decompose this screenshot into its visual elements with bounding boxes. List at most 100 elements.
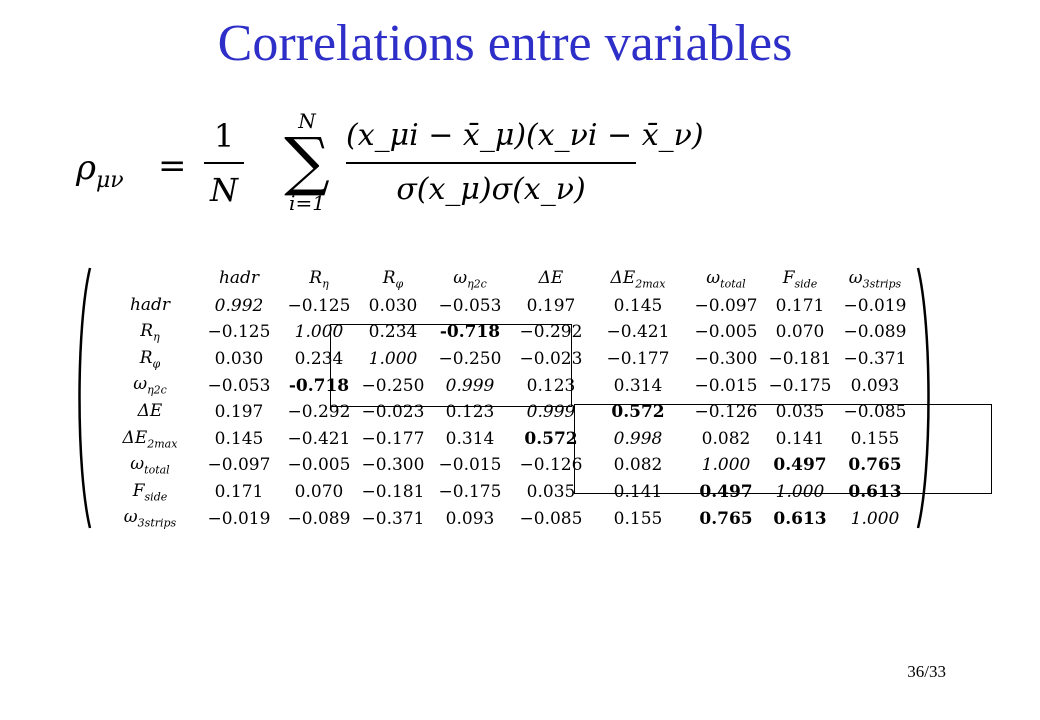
matrix-cell: 0.093 xyxy=(850,375,900,396)
left-parenthesis xyxy=(74,266,92,530)
matrix-cell: −0.177 xyxy=(606,349,670,370)
matrix-cell: −0.250 xyxy=(361,375,425,396)
formula-lhs: ρμν xyxy=(76,148,124,193)
formula-sum: N ∑ i=1 xyxy=(284,109,330,215)
matrix-cell: −0.019 xyxy=(843,295,907,316)
matrix-cell: 0.765 xyxy=(848,455,902,476)
row-label: Fside xyxy=(132,480,168,504)
matrix-cell: −0.019 xyxy=(207,508,271,529)
row-label: ω3strips xyxy=(123,507,177,530)
matrix-cell: 0.999 xyxy=(526,402,576,423)
matrix-cell: −0.015 xyxy=(438,455,502,476)
matrix-cell: −0.181 xyxy=(361,482,425,503)
matrix-cell: 0.497 xyxy=(773,455,827,476)
matrix-row: Rφ 0.030 0.234 1.000 −0.250 −0.023 −0.177 −0.30… xyxy=(102,346,916,373)
matrix-row: ω3strips −0.019 −0.089 −0.371 0.093 −0.085 0.1… xyxy=(102,505,916,532)
matrix-cell: 0.572 xyxy=(611,402,665,423)
column-header: Rφ xyxy=(382,268,404,291)
right-parenthesis xyxy=(916,266,934,530)
matrix-row: Rη −0.125 1.000 0.234 -0.718 −0.292 −0.421 −0.0… xyxy=(102,319,916,346)
matrix-cell: 0.171 xyxy=(214,482,264,503)
matrix-cell: 1.000 xyxy=(701,455,751,476)
matrix-cell: 0.123 xyxy=(526,375,576,396)
matrix-cell: 0.141 xyxy=(775,428,825,449)
matrix-cell: −0.089 xyxy=(843,322,907,343)
matrix-cell: −0.085 xyxy=(843,402,907,423)
matrix-cell: 0.171 xyxy=(775,295,825,316)
slide-title: Correlations entre variables xyxy=(217,15,793,72)
formula-denominator: σ(x_μ)σ(x_ν) xyxy=(396,172,586,207)
matrix-row: hadr 0.992 −0.125 0.030 −0.053 0.197 0.145 −0.0… xyxy=(102,293,916,320)
matrix-cell: −0.005 xyxy=(287,455,351,476)
matrix-cell: −0.023 xyxy=(361,402,425,423)
correlation-matrix: hadr Rη Rφ ωη2c ΔE ΔE2max ωtotal Fside ω3strips … xyxy=(74,266,992,532)
block-box-upper xyxy=(330,324,572,407)
formula-one-over-n: 1 N xyxy=(204,116,244,210)
column-header: ΔE xyxy=(538,268,564,289)
column-header: Rη xyxy=(309,268,329,291)
row-label: ΔE2max xyxy=(122,427,178,451)
matrix-cell: −0.023 xyxy=(519,349,583,370)
matrix-cell: 0.093 xyxy=(445,508,495,529)
matrix-cell: 0.123 xyxy=(445,402,495,423)
matrix-cell: −0.175 xyxy=(768,375,832,396)
matrix-cell: 0.497 xyxy=(699,482,753,503)
matrix-cell: 0.613 xyxy=(773,508,827,529)
matrix-cell: 0.070 xyxy=(775,322,825,343)
matrix-cell: 1.000 xyxy=(368,349,418,370)
matrix-cell: 0.314 xyxy=(445,428,495,449)
matrix-cell: 0.155 xyxy=(613,508,663,529)
matrix-cell: 0.992 xyxy=(214,295,264,316)
matrix-cell: 0.145 xyxy=(613,295,663,316)
column-header: ωtotal xyxy=(706,268,746,291)
matrix-cell: −0.181 xyxy=(768,349,832,370)
formula-fraction: (x_μi − x̄_μ)(x_νi − x̄_ν) σ(x_μ)σ(x_ν) xyxy=(346,116,704,210)
matrix-cell: 0.030 xyxy=(368,295,418,316)
matrix-cell: 0.314 xyxy=(613,375,663,396)
row-label: Rφ xyxy=(139,347,161,371)
matrix-cell: 0.197 xyxy=(526,295,576,316)
matrix-cell: −0.421 xyxy=(606,322,670,343)
matrix-cell: −0.421 xyxy=(287,428,351,449)
matrix-cell: −0.250 xyxy=(438,349,502,370)
matrix-cell: −0.053 xyxy=(207,375,271,396)
matrix-cell: −0.300 xyxy=(361,455,425,476)
matrix-cell: −0.175 xyxy=(438,482,502,503)
matrix-cell: 0.145 xyxy=(214,428,264,449)
matrix-cell: −0.125 xyxy=(207,322,271,343)
column-header: ω3strips xyxy=(848,268,902,291)
matrix-cell: −0.126 xyxy=(694,402,758,423)
matrix-cell: −0.300 xyxy=(694,349,758,370)
matrix-corner xyxy=(102,266,198,293)
matrix-cell: −0.371 xyxy=(361,508,425,529)
matrix-cell: 0.030 xyxy=(214,349,264,370)
matrix-cell: −0.085 xyxy=(519,508,583,529)
matrix-cell: 0.998 xyxy=(613,428,663,449)
matrix-cell: 0.082 xyxy=(701,428,751,449)
matrix-cell: 0.070 xyxy=(294,482,344,503)
matrix-cell: −0.126 xyxy=(519,455,583,476)
row-label: ΔE xyxy=(137,401,163,422)
matrix-cell: −0.371 xyxy=(843,349,907,370)
block-box-lower xyxy=(574,404,992,494)
matrix-cell: 0.035 xyxy=(775,402,825,423)
matrix-row: ΔE2max 0.145 −0.421 −0.177 0.314 0.572 0.998 0.… xyxy=(102,426,916,453)
matrix-cell: 0.155 xyxy=(850,428,900,449)
matrix-cell: 0.035 xyxy=(526,482,576,503)
matrix-cell: 1.000 xyxy=(850,508,900,529)
matrix-cell: 1.000 xyxy=(775,482,825,503)
row-label: ωη2c xyxy=(133,374,167,397)
matrix-cell: −0.015 xyxy=(694,375,758,396)
matrix-cell: −0.125 xyxy=(287,295,351,316)
matrix-cell: 0.999 xyxy=(445,375,495,396)
row-label: Rη xyxy=(140,321,160,344)
matrix-cell: -0.718 xyxy=(288,375,350,396)
matrix-cell: 0.572 xyxy=(524,428,578,449)
matrix-cell: −0.089 xyxy=(287,508,351,529)
column-header: ΔE2max xyxy=(610,268,666,291)
matrix-cell: 0.197 xyxy=(214,402,264,423)
matrix-cell: 0.234 xyxy=(368,322,418,343)
matrix-row: ΔE 0.197 −0.292 −0.023 0.123 0.999 0.572 −0.126… xyxy=(102,399,916,426)
matrix-row: ωη2c −0.053 -0.718 −0.250 0.999 0.123 0.314 −0.… xyxy=(102,372,916,399)
matrix-cell: 1.000 xyxy=(294,322,344,343)
